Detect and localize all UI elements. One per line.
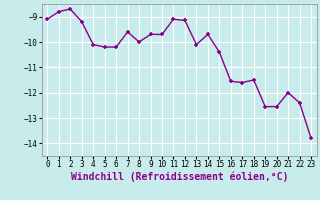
X-axis label: Windchill (Refroidissement éolien,°C): Windchill (Refroidissement éolien,°C) [70, 172, 288, 182]
